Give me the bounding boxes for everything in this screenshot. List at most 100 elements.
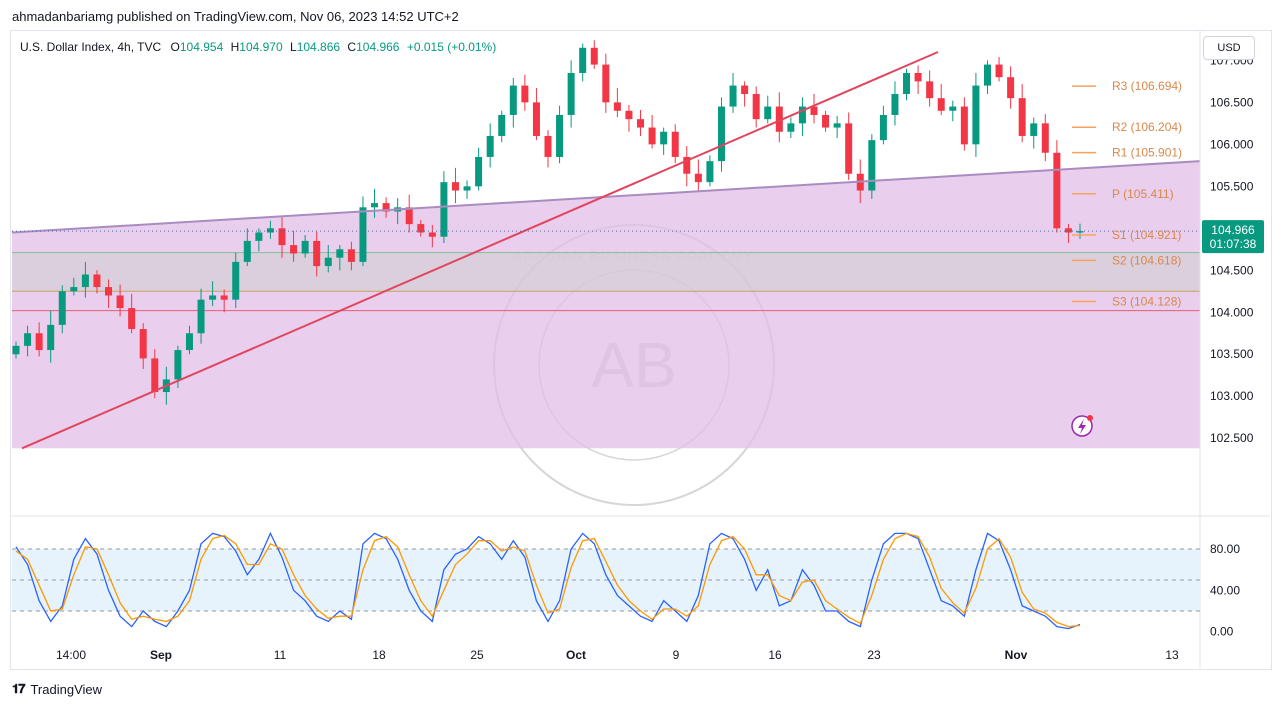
- candle-body: [475, 156, 483, 187]
- candle: [706, 155, 714, 187]
- candle-body: [440, 182, 448, 237]
- candle-body: [1030, 123, 1038, 136]
- candle: [960, 97, 968, 151]
- candle: [463, 180, 471, 199]
- candle-body: [683, 156, 691, 174]
- footer-brand[interactable]: TradingView: [30, 681, 103, 697]
- candle-body: [798, 106, 806, 124]
- time-tick-label: 25: [470, 648, 484, 662]
- candle-body: [868, 140, 876, 191]
- stoch-tick-label: 80.00: [1210, 542, 1240, 556]
- candle-body: [58, 291, 66, 325]
- candle-body: [81, 274, 89, 288]
- candle-body: [648, 127, 656, 145]
- channel-top-line: [11, 160, 1201, 234]
- candle-body: [741, 85, 749, 94]
- symbol-label[interactable]: U.S. Dollar Index, 4h, TVC: [20, 40, 162, 54]
- candle: [544, 130, 552, 168]
- candle: [475, 147, 483, 191]
- candle: [983, 60, 991, 94]
- candle-body: [1053, 152, 1061, 229]
- low-value: 104.866: [296, 40, 341, 54]
- candle-body: [371, 203, 379, 208]
- candle: [336, 245, 344, 271]
- candle-body: [405, 207, 413, 225]
- candle-body: [220, 295, 228, 300]
- candle: [347, 241, 355, 271]
- price-tick-label: 105.500: [1210, 179, 1254, 193]
- candle-body: [671, 131, 679, 157]
- candle-body: [70, 287, 78, 292]
- candle: [209, 281, 217, 306]
- candle-body: [937, 98, 945, 111]
- time-tick-label: Nov: [1005, 648, 1028, 662]
- candle: [879, 105, 887, 145]
- candle: [868, 134, 876, 199]
- close-value: 104.966: [356, 40, 400, 54]
- candle: [243, 228, 251, 267]
- candle-body: [359, 207, 367, 262]
- candle-body: [93, 274, 101, 288]
- candle: [93, 270, 101, 294]
- pivot-levels: R3 (106.694) R2 (106.204) R1 (105.901) P (1…: [1072, 79, 1182, 309]
- candle: [185, 325, 193, 355]
- candle: [764, 95, 772, 124]
- candle-series: [12, 40, 1084, 405]
- tradingview-logo-icon[interactable]: 𝟏𝟕: [12, 681, 26, 696]
- candle-body: [451, 182, 459, 191]
- candle: [694, 159, 702, 191]
- candle-body: [347, 249, 355, 262]
- candle: [1030, 117, 1038, 149]
- pivot-label: R2 (106.204): [1112, 120, 1182, 134]
- price-tick-label: 106.500: [1210, 95, 1254, 109]
- candle: [324, 245, 332, 273]
- candle-body: [891, 93, 899, 115]
- candle: [116, 284, 124, 317]
- candle: [926, 70, 934, 107]
- candle-body: [509, 85, 517, 115]
- candle-body: [544, 135, 552, 157]
- candle: [371, 188, 379, 218]
- candle: [891, 81, 899, 126]
- candle-body: [706, 161, 714, 183]
- candle-body: [521, 85, 529, 103]
- candle: [822, 110, 830, 132]
- currency-selector[interactable]: USD: [1203, 36, 1255, 60]
- candle: [81, 261, 89, 298]
- candle-body: [625, 110, 633, 120]
- candle-body: [266, 228, 274, 233]
- candle: [359, 196, 367, 267]
- candle-body: [579, 47, 587, 73]
- candle: [451, 167, 459, 204]
- candle-body: [972, 85, 980, 145]
- lightning-bolt-icon: [1078, 419, 1086, 434]
- footer: 𝟏𝟕 TradingView: [12, 681, 102, 697]
- candle-body: [1041, 123, 1049, 153]
- candle-body: [764, 106, 772, 120]
- candle: [602, 53, 610, 113]
- candle: [1064, 224, 1072, 243]
- time-tick-label: 11: [274, 648, 287, 662]
- candle-body: [1064, 228, 1072, 233]
- candle: [1007, 66, 1015, 109]
- candle-body: [717, 106, 725, 162]
- candle: [290, 230, 298, 262]
- candle: [752, 86, 760, 128]
- channel-fill: [12, 161, 1200, 449]
- candle: [278, 217, 286, 258]
- publish-header: ahmadanbariamg published on TradingView.…: [12, 9, 459, 24]
- candle: [683, 146, 691, 187]
- candle: [428, 224, 436, 248]
- candle: [637, 109, 645, 136]
- pivot-label: S1 (104.921): [1112, 228, 1181, 242]
- candle-body: [1076, 231, 1084, 233]
- candle: [729, 72, 737, 113]
- pivot-label: R1 (105.901): [1112, 146, 1182, 160]
- candle: [613, 88, 621, 118]
- notification-dot-icon: [1087, 415, 1093, 421]
- candle: [382, 197, 390, 218]
- price-tick-label: 103.000: [1210, 389, 1254, 403]
- candle-body: [556, 114, 564, 157]
- candle-body: [116, 295, 124, 309]
